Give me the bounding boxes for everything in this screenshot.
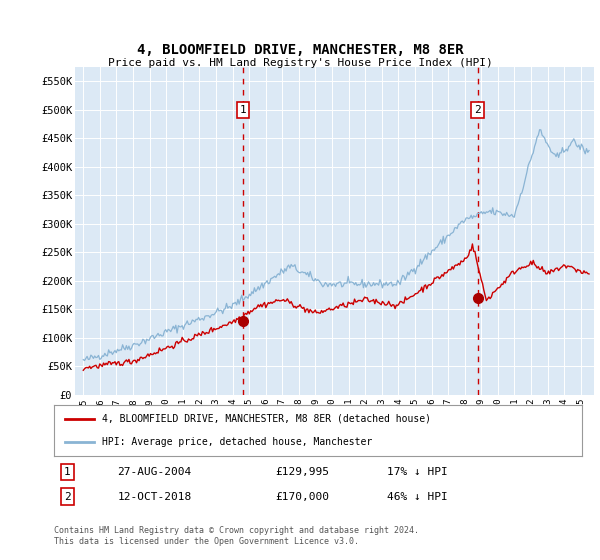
Text: £129,995: £129,995 xyxy=(276,467,330,477)
Text: 1: 1 xyxy=(240,105,247,115)
Text: £170,000: £170,000 xyxy=(276,492,330,502)
Text: Price paid vs. HM Land Registry's House Price Index (HPI): Price paid vs. HM Land Registry's House … xyxy=(107,58,493,68)
Text: 17% ↓ HPI: 17% ↓ HPI xyxy=(386,467,448,477)
Text: 2: 2 xyxy=(64,492,71,502)
Text: 27-AUG-2004: 27-AUG-2004 xyxy=(118,467,191,477)
Text: 2: 2 xyxy=(474,105,481,115)
Text: Contains HM Land Registry data © Crown copyright and database right 2024.
This d: Contains HM Land Registry data © Crown c… xyxy=(54,526,419,546)
Text: 46% ↓ HPI: 46% ↓ HPI xyxy=(386,492,448,502)
Text: 1: 1 xyxy=(64,467,71,477)
Text: HPI: Average price, detached house, Manchester: HPI: Average price, detached house, Manc… xyxy=(101,437,372,447)
Text: 4, BLOOMFIELD DRIVE, MANCHESTER, M8 8ER (detached house): 4, BLOOMFIELD DRIVE, MANCHESTER, M8 8ER … xyxy=(101,414,431,424)
Text: 4, BLOOMFIELD DRIVE, MANCHESTER, M8 8ER: 4, BLOOMFIELD DRIVE, MANCHESTER, M8 8ER xyxy=(137,43,463,57)
Text: 12-OCT-2018: 12-OCT-2018 xyxy=(118,492,191,502)
